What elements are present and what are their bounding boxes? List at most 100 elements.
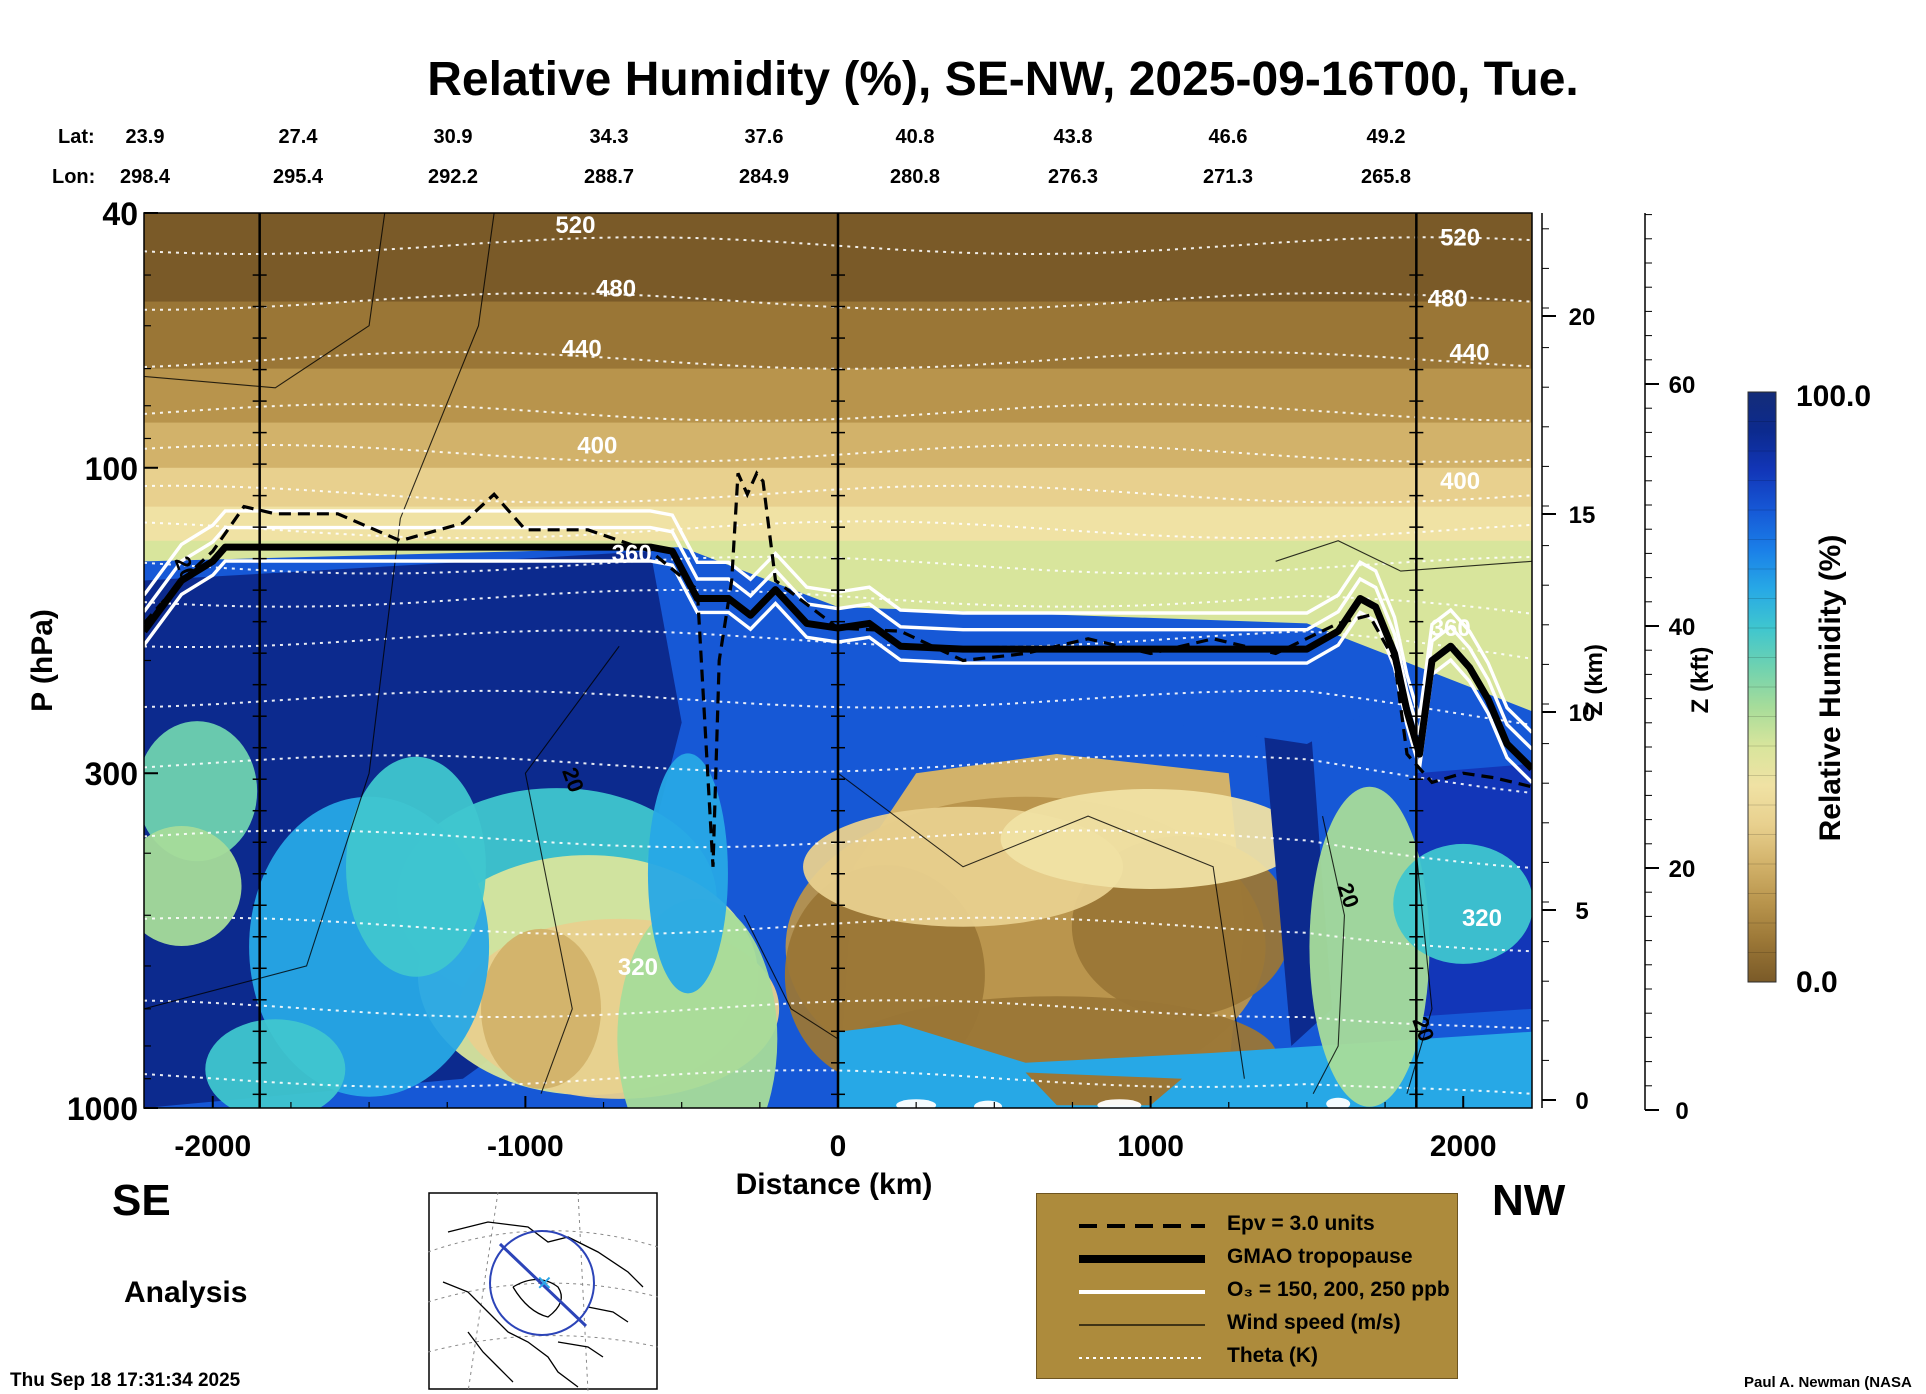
colorbar: [1747, 391, 1777, 983]
lat-value: 37.6: [744, 126, 784, 148]
lon-label: Lon:: [52, 166, 96, 188]
x-tick-label: -1000: [487, 1130, 564, 1163]
legend-wind: Wind speed (m/s): [1079, 1311, 1401, 1334]
legend-box: Epv = 3.0 units GMAO tropopause O₃ = 150…: [1036, 1193, 1458, 1379]
x-axis-label: Distance (km): [736, 1168, 933, 1201]
lat-value: 23.9: [125, 126, 165, 148]
legend-theta: Theta (K): [1079, 1344, 1318, 1367]
lon-value: 288.7: [583, 166, 635, 188]
wind-contour: [524, 645, 620, 1094]
rh-blob: [1025, 1072, 1182, 1106]
lon-value: 280.8: [889, 166, 941, 188]
lon-value: 284.9: [738, 166, 790, 188]
rh-band: [144, 540, 1532, 712]
legend-tropopause: GMAO tropopause: [1079, 1245, 1413, 1268]
zkft-tick-label: 0: [1675, 1098, 1688, 1125]
wind-contour: [1275, 540, 1532, 572]
theta-label: 400: [1440, 468, 1480, 495]
lon-value: 292.2: [427, 166, 479, 188]
zkm-tick-label: 15: [1569, 502, 1596, 529]
y-axis-label: P (hPa): [26, 609, 59, 712]
theta-label: 480: [1428, 286, 1468, 313]
p-tick-label: 40: [102, 196, 138, 232]
lat-value: 49.2: [1366, 126, 1406, 148]
wind-contour: [837, 772, 1245, 1079]
credit: Paul A. Newman (NASA: [1744, 1374, 1912, 1391]
rh-upper-moist: [838, 628, 1370, 744]
wind-contour: [144, 213, 495, 1010]
rh-blob: [1326, 1097, 1351, 1108]
rh-blob: [205, 1019, 346, 1108]
theta-label: 440: [1449, 340, 1489, 367]
zkm-tick-label: 20: [1569, 304, 1596, 331]
x-tick-label: -2000: [174, 1130, 251, 1163]
zkft-tick-label: 40: [1669, 614, 1696, 641]
legend-ozone: O₃ = 150, 200, 250 ppb: [1079, 1278, 1450, 1301]
rh-blob: [974, 1100, 1003, 1108]
wind-contour: [144, 213, 386, 389]
rh-blob: [345, 756, 486, 977]
wind-contour: [1312, 815, 1345, 1094]
inset-map: ✕: [428, 1192, 658, 1392]
zkm-tick-label: 5: [1575, 898, 1588, 925]
lat-value: 27.4: [278, 126, 318, 148]
zkm-axis-label: Z (km): [1581, 644, 1608, 716]
contour-overlays: 5204804404003603205204804404003603202020…: [144, 212, 1532, 1095]
nw-label: NW: [1492, 1176, 1566, 1225]
p-tick-label: 300: [85, 756, 138, 792]
lat-value: 43.8: [1053, 126, 1093, 148]
analysis-label: Analysis: [124, 1276, 248, 1309]
x-tick-label: 1000: [1117, 1130, 1184, 1163]
rh-blob: [647, 753, 728, 994]
domain-circle: [489, 1230, 595, 1336]
graticule: [428, 1192, 658, 1392]
colorbar-max-label: 100.0: [1796, 380, 1871, 413]
wind-contour: [743, 915, 839, 1040]
rh-blob: [481, 928, 602, 1089]
lat-value: 34.3: [589, 126, 629, 148]
zkm-tick-label: 0: [1575, 1088, 1588, 1115]
rh-blob: [144, 825, 242, 946]
chart-title: Relative Humidity (%), SE-NW, 2025-09-16…: [427, 53, 1579, 106]
theta-label: 440: [562, 335, 602, 362]
lat-label: Lat:: [58, 126, 95, 148]
rh-blob: [1393, 843, 1532, 964]
zkft-tick-label: 60: [1669, 372, 1696, 399]
lat-value: 30.9: [433, 126, 473, 148]
lon-value: 271.3: [1202, 166, 1254, 188]
theta-label: 480: [596, 275, 636, 302]
theta-label: 360: [612, 540, 652, 567]
lon-value: 265.8: [1360, 166, 1412, 188]
zkft-axis-label: Z (kft): [1687, 647, 1714, 714]
se-label: SE: [112, 1176, 171, 1225]
zkm-tick-label: 10: [1569, 700, 1596, 727]
rh-blob: [617, 898, 778, 1108]
zkft-tick-label: 20: [1669, 856, 1696, 883]
epv-contour: [144, 470, 1532, 867]
transect-line: [498, 1242, 588, 1328]
theta-label: 520: [1440, 225, 1480, 252]
theta-label: 520: [555, 212, 595, 239]
theta-label: 320: [1462, 905, 1502, 932]
lon-value: 298.4: [119, 166, 171, 188]
timestamp: Thu Sep 18 17:31:34 2025: [10, 1370, 241, 1391]
center-marker: ✕: [536, 1273, 553, 1295]
theta-label: 320: [618, 954, 658, 981]
rh-blob: [1309, 786, 1430, 1107]
tropopause-line: [144, 543, 1532, 772]
lat-value: 40.8: [895, 126, 935, 148]
rh-field: [144, 213, 1532, 1108]
colorbar-min-label: 0.0: [1796, 966, 1838, 999]
lon-value: 295.4: [272, 166, 324, 188]
legend-epv: Epv = 3.0 units: [1079, 1212, 1375, 1235]
colorbar-label: Relative Humidity (%): [1814, 535, 1847, 842]
x-tick-label: 2000: [1430, 1130, 1497, 1163]
p-tick-label: 100: [85, 451, 138, 487]
x-tick-label: 0: [830, 1130, 847, 1163]
theta-label: 400: [577, 433, 617, 460]
rh-blob: [1000, 788, 1301, 889]
theta-label: 360: [1431, 615, 1471, 642]
ozone-contour: [144, 509, 1532, 734]
